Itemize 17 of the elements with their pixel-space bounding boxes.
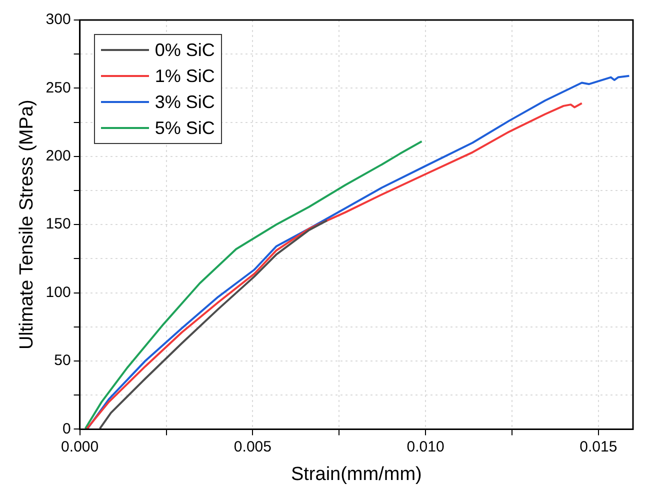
y-tick-label: 150	[46, 216, 71, 233]
y-tick-label: 300	[46, 11, 71, 28]
legend-label: 5% SiC	[154, 118, 215, 138]
legend-label: 3% SiC	[154, 92, 215, 112]
legend-label: 0% SiC	[154, 40, 215, 60]
y-axis-title: Ultimate Tensile Stress (MPa)	[16, 100, 38, 350]
x-tick-label: 0.010	[406, 438, 444, 456]
x-axis-title: Strain(mm/mm)	[290, 464, 422, 485]
y-tick-label: 100	[46, 284, 71, 301]
x-tick-label: 0.015	[580, 438, 618, 456]
x-tick-label: 0.005	[234, 438, 272, 456]
x-tick-label: 0.000	[61, 438, 99, 456]
y-tick-label: 250	[46, 79, 71, 96]
y-tick-label: 50	[54, 352, 71, 370]
y-tick-label: 0	[62, 420, 71, 438]
y-tick-label: 200	[46, 148, 71, 165]
legend-label: 1% SiC	[154, 66, 215, 86]
